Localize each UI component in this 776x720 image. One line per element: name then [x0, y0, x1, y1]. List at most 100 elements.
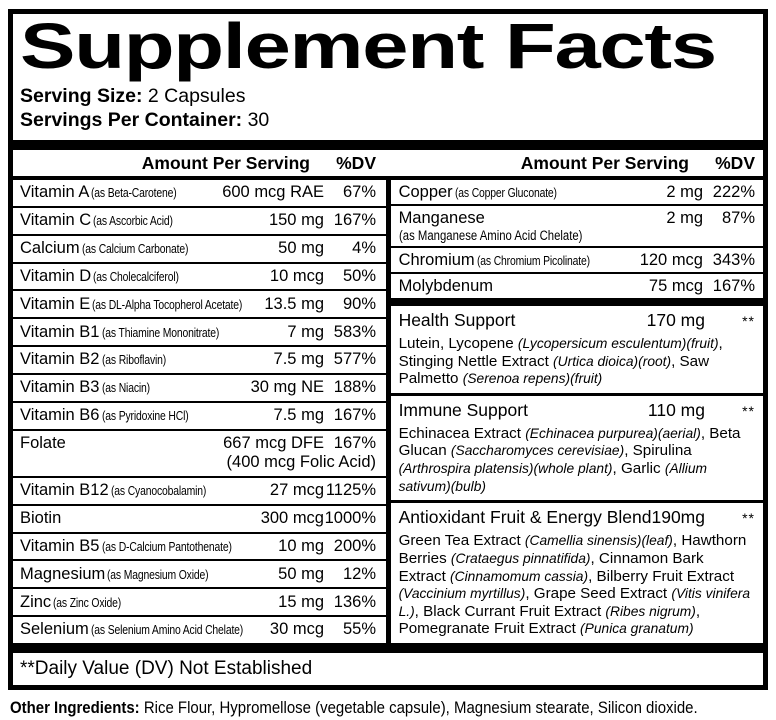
nutrient-row-vitamin-b12: Vitamin B12 (as Cyanocobalamin) 27 mcg 1125… [13, 475, 386, 504]
blend-section-antioxidant: Antioxidant Fruit & Energy Blend 190mg *… [390, 500, 763, 643]
left-column-header: Amount Per Serving %DV [13, 153, 386, 174]
nutrient-amount: 7.5 mg [273, 406, 324, 425]
nutrient-amount: 30 mg NE [250, 378, 324, 397]
serving-info: Serving Size: 2 Capsules Servings Per Co… [20, 85, 763, 132]
nutrient-row-manganese: Manganese (as Manganese Amino Acid Chelat… [390, 204, 763, 246]
nutrient-dv: 343% [712, 250, 755, 269]
latin-name: (Vitis vinifera L.) [398, 586, 751, 619]
blend-name: Health Support [398, 309, 516, 330]
latin-name: (Urtica dioica)(root) [553, 353, 672, 369]
servings-per-container-line: Servings Per Container: 30 [20, 109, 763, 133]
right-column-header: Amount Per Serving %DV [386, 153, 763, 174]
nutrient-row-vitamin-b5: Vitamin B5 (as D-Calcium Pantothenate) 10 … [13, 531, 386, 560]
nutrient-row-zinc: Zinc (as Zinc Oxide) 15 mg 136% [13, 587, 386, 615]
nutrient-dv: 1000% [324, 509, 376, 528]
nutrient-row-vitamin-a: Vitamin A (as Beta-Carotene) 600 mcg RAE 67… [13, 180, 386, 206]
nutrient-amount: 50 mg [278, 564, 324, 583]
nutrient-name-text: Vitamin B12 [20, 481, 109, 500]
nutrient-form: (as Beta-Carotene) [91, 185, 177, 201]
blend-dv: ** [742, 402, 755, 419]
nutrient-row-vitamin-b2: Vitamin B2 (as Riboflavin) 7.5 mg 577% [13, 345, 386, 373]
blend-section-immune-support: Immune Support 110 mg ** Echinacea Extra… [390, 392, 763, 501]
amount-per-serving-header: Amount Per Serving [520, 152, 689, 173]
daily-value-footnote: **Daily Value (DV) Not Established [20, 658, 313, 679]
nutrient-row-chromium: Chromium (as Chromium Picolinate) 120 mcg 3… [390, 246, 763, 272]
latin-name: (Punica granatum) [580, 621, 694, 637]
latin-name: (Lycopersicum esculentum)(fruit) [517, 335, 719, 351]
nutrient-name: Vitamin B3 (as Niacin) [20, 378, 251, 397]
nutrient-name: Copper (as Copper Gluconate) [399, 183, 667, 202]
folate-main-line: Folate 667 mcg DFE 167% [20, 434, 376, 453]
nutrient-row-vitamin-b3: Vitamin B3 (as Niacin) 30 mg NE 188% [13, 372, 386, 401]
ingredient-text: Echinacea Extract [398, 424, 526, 442]
right-nutrient-column: Copper (as Copper Gluconate) 2 mg 222% Mang… [390, 180, 763, 643]
nutrient-dv: 12% [342, 564, 376, 583]
latin-name: (Vaccinium myrtillus) [398, 586, 526, 602]
latin-name: (Echinacea purpurea)(aerial) [525, 425, 701, 441]
ingredient-text: , Spirulina [624, 442, 692, 460]
nutrient-amount: 13.5 mg [264, 294, 324, 313]
panel-title: Supplement Facts [20, 14, 763, 79]
nutrient-row-biotin: Biotin 300 mcg 1000% [13, 503, 386, 532]
nutrient-form: (as D-Calcium Pantothenate) [101, 538, 232, 554]
nutrient-amount: 300 mcg [260, 509, 324, 528]
nutrient-dv: 200% [333, 536, 376, 555]
nutrient-form: (as DL-Alpha Tocopherol Acetate) [92, 296, 243, 312]
blend-amount: 190mg [651, 507, 705, 528]
nutrient-row-selenium: Selenium (as Selenium Amino Acid Chelate)… [13, 615, 386, 643]
nutrient-name: Vitamin B5 (as D-Calcium Pantothenate) [20, 537, 278, 556]
nutrient-dv: 167% [712, 276, 755, 295]
nutrient-dv: 188% [333, 378, 376, 397]
nutrient-dv: 55% [342, 620, 376, 639]
nutrient-amount: 667 mcg DFE [223, 434, 324, 453]
nutrient-dv: 167% [333, 211, 376, 230]
nutrient-name-text: Vitamin C [20, 211, 92, 230]
nutrient-amount: 30 mcg [269, 620, 324, 639]
divider-bar-bottom [13, 643, 763, 653]
nutrient-form: (as Chromium Picolinate) [476, 252, 590, 268]
nutrient-row-molybdenum: Molybdenum 75 mcg 167% [390, 272, 763, 298]
ingredient-text: , Hawthorn Berries [398, 532, 747, 567]
nutrient-row-calcium: Calcium (as Calcium Carbonate) 50 mg 4% [13, 233, 386, 262]
latin-name: (Ribes nigrum) [605, 603, 696, 619]
nutrient-dv: 222% [712, 182, 755, 201]
latin-name: (Serenoa repens)(fruit) [462, 371, 603, 387]
nutrient-amount: 15 mg [278, 592, 324, 611]
blend-amount: 110 mg [647, 399, 705, 420]
nutrient-dv: 1125% [325, 481, 376, 500]
nutrient-name-text: Molybdenum [398, 276, 494, 295]
blend-dv: ** [742, 312, 755, 329]
folate-folic-acid-note: (400 mcg Folic Acid) [226, 453, 376, 472]
nutrient-dv: 90% [342, 294, 376, 313]
nutrient-row-vitamin-c: Vitamin C (as Ascorbic Acid) 150 mg 167% [13, 205, 386, 234]
nutrient-amount: 7 mg [287, 322, 324, 341]
nutrient-form: (as Copper Gluconate) [454, 184, 557, 200]
blend-amount: 170 mg [646, 309, 705, 330]
nutrient-name: Molybdenum [399, 277, 649, 296]
nutrient-name-text: Vitamin B5 [20, 536, 100, 555]
nutrient-row-copper: Copper (as Copper Gluconate) 2 mg 222% [391, 180, 763, 204]
nutrient-name: Chromium (as Chromium Picolinate) [399, 251, 640, 270]
nutrient-form: (as Cyanocobalamin) [110, 483, 206, 499]
nutrient-name: Biotin [20, 509, 261, 528]
latin-name: (Arthrospira platensis)(whole plant) [398, 461, 613, 476]
nutrient-amount: 27 mcg [269, 481, 324, 500]
nutrient-name: Vitamin C (as Ascorbic Acid) [20, 211, 269, 230]
nutrient-form: (as Manganese Amino Acid Chelate) [398, 227, 582, 243]
nutrient-name: Manganese (as Manganese Amino Acid Chelat… [399, 209, 667, 244]
nutrient-row-magnesium: Magnesium (as Magnesium Oxide) 50 mg 12% [13, 559, 386, 587]
ingredient-text: , Stinging Nettle Extract [398, 334, 723, 370]
nutrient-name-text: Biotin [20, 509, 62, 528]
nutrient-name: Magnesium (as Magnesium Oxide) [20, 565, 278, 584]
blend-ingredients: Echinacea Extract (Echinacea purpurea)(a… [399, 425, 755, 496]
blend-section-health-support: Health Support 170 mg ** Lutein, Lycopen… [391, 306, 763, 393]
nutrient-name: Zinc (as Zinc Oxide) [20, 593, 278, 612]
nutrient-dv: 136% [333, 592, 376, 611]
nutrient-name: Vitamin B1 (as Thiamine Mononitrate) [20, 323, 287, 342]
nutrient-row-vitamin-d: Vitamin D (as Cholecalciferol) 10 mcg 50% [13, 261, 386, 290]
nutrient-name: Vitamin D (as Cholecalciferol) [20, 267, 270, 286]
nutrient-name-text: Copper [398, 182, 453, 201]
nutrient-dv: 167% [333, 434, 376, 453]
left-nutrient-column: Vitamin A (as Beta-Carotene) 600 mcg RAE 67… [13, 180, 386, 643]
ingredient-text: , Beta Glucan [398, 424, 741, 460]
